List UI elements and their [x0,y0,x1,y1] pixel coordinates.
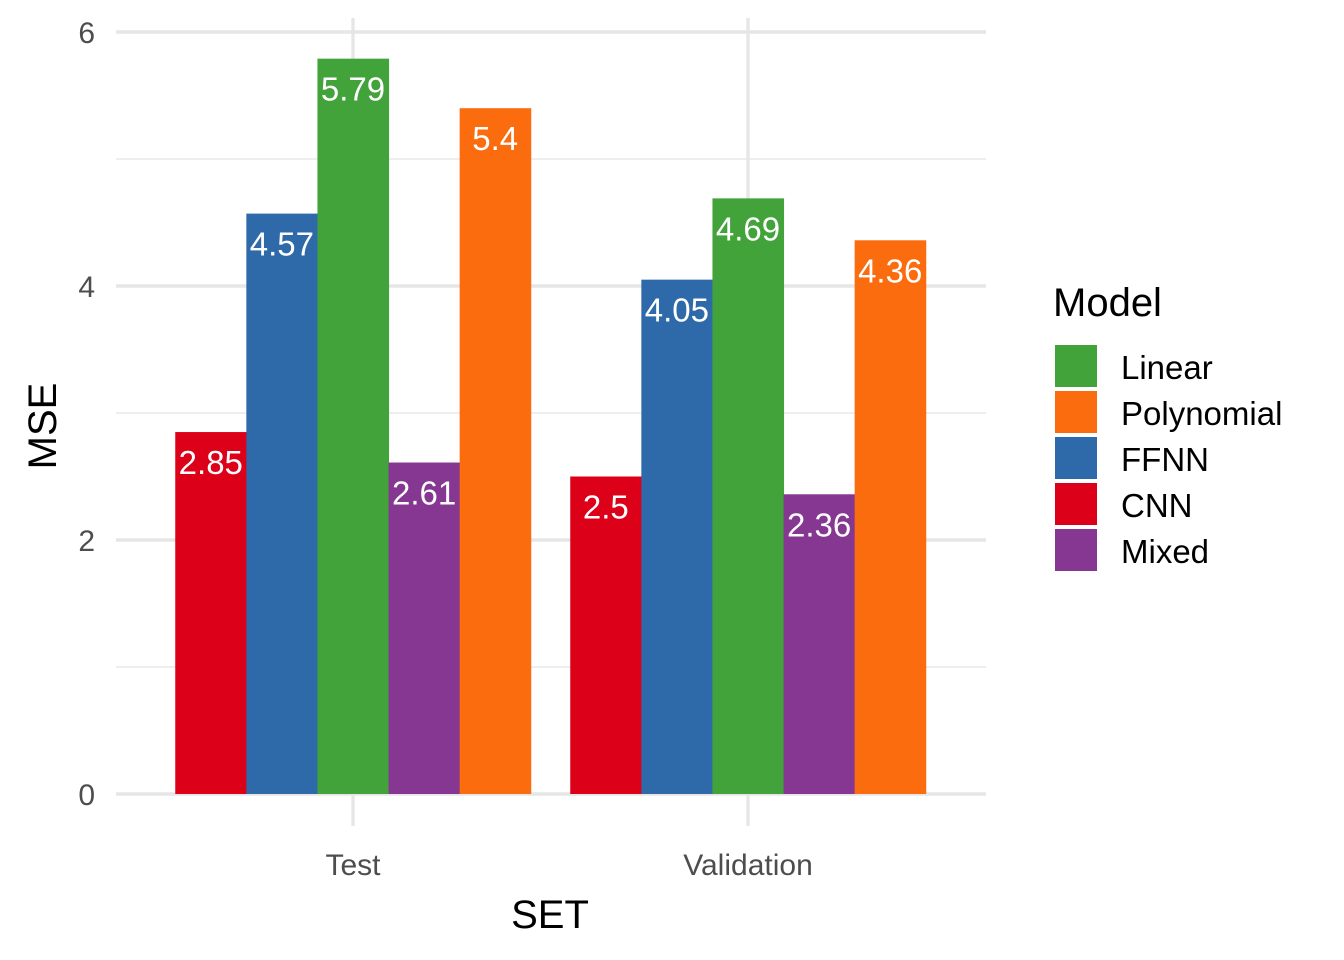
bar-linear-validation [712,198,785,794]
bars [175,58,927,795]
x-tick-label: Validation [683,849,813,882]
y-tick-label: 6 [78,17,95,50]
bar-mixed-validation [783,494,856,794]
legend-label-linear: Linear [1121,349,1213,386]
legend-key-linear [1055,345,1097,387]
legend: Model Linear Polynomial FFNN CNN Mixed [1053,281,1282,571]
bar-ffnn-validation [641,279,713,794]
bar-mixed-test [388,462,461,794]
legend-key-polynomial [1055,391,1097,433]
y-tick-label: 0 [78,779,95,812]
legend-key-cnn [1055,483,1097,525]
legend-key-mixed [1055,529,1097,571]
y-tick-label: 4 [78,271,95,304]
data-label-ffnn-validation: 4.05 [645,292,709,329]
legend-label-mixed: Mixed [1121,533,1209,570]
y-axis-title: MSE [21,383,65,470]
y-axis-ticks: 0 2 4 6 [78,17,95,812]
x-tick-label: Test [325,849,381,882]
data-label-mixed-test: 2.61 [392,475,456,512]
bar-polynomial-test [459,108,532,794]
legend-label-polynomial: Polynomial [1121,395,1282,432]
data-label-polynomial-validation: 4.36 [858,252,922,289]
data-label-linear-validation: 4.69 [716,210,780,247]
legend-label-ffnn: FFNN [1121,441,1209,478]
data-label-cnn-test: 2.85 [179,444,243,481]
bar-cnn-test [175,432,247,794]
data-label-cnn-validation: 2.5 [583,489,629,526]
legend-label-cnn: CNN [1121,487,1193,524]
legend-key-ffnn [1055,437,1097,479]
data-label-ffnn-test: 4.57 [250,226,314,263]
x-axis-title: SET [511,893,589,937]
bar-linear-test [317,58,390,795]
x-axis-ticks: Test Validation [325,849,812,882]
bar-labels: 2.85 4.57 5.79 2.61 5.4 2.5 4.05 4.69 2.36 4.36 [179,71,923,544]
y-tick-label: 2 [78,525,95,558]
data-label-mixed-validation: 2.36 [787,506,851,543]
data-label-linear-test: 5.79 [321,71,385,108]
legend-title: Model [1053,281,1162,325]
bar-cnn-validation [570,476,642,794]
data-label-polynomial-test: 5.4 [472,120,518,157]
bar-ffnn-test [246,213,318,795]
bar-polynomial-validation [854,240,927,794]
